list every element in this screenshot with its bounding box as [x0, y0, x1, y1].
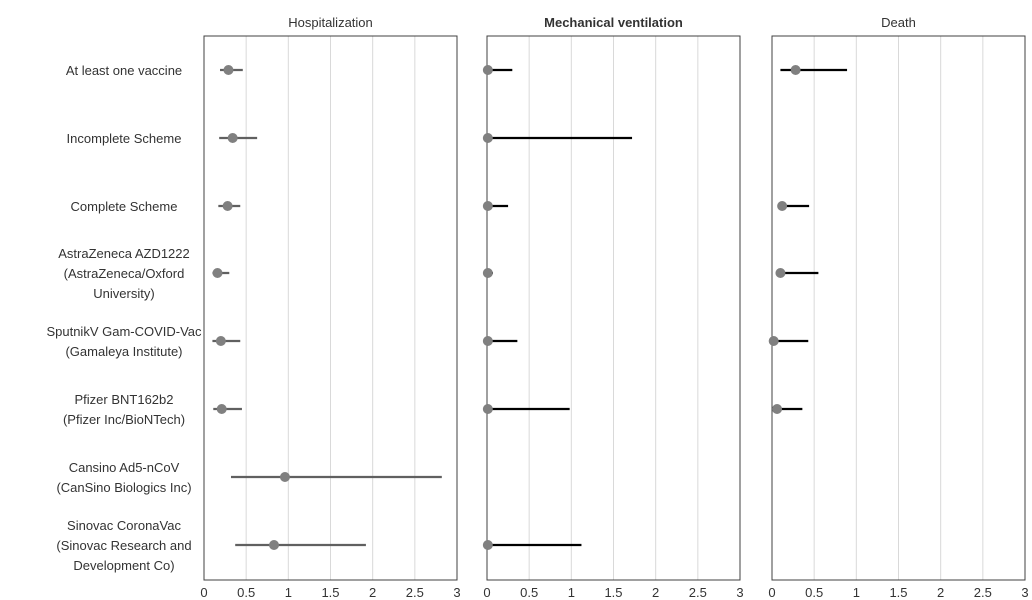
- panel-2: Death 0 0.5 1 1.5 2 2.5 3: [768, 15, 1028, 600]
- category-label: SputnikV Gam-COVID-Vac (Gamaleya Institut…: [46, 324, 202, 359]
- panel-title: Hospitalization: [288, 15, 373, 30]
- x-tick-label: 2: [652, 585, 659, 600]
- point-estimate-marker: [482, 404, 493, 414]
- point-estimate-marker: [777, 201, 788, 211]
- panel-frame: [203, 35, 458, 581]
- x-tick-label: 1: [853, 585, 860, 600]
- x-tick-label: 3: [736, 585, 743, 600]
- category-label: AstraZeneca AZD1222 (AstraZeneca/Oxford Un…: [58, 246, 190, 301]
- category-label-line: (Pfizer Inc/BioNTech): [63, 412, 185, 427]
- panel-frame: [771, 35, 1026, 581]
- x-tick-label: 1: [285, 585, 292, 600]
- category-label-line: Cansino Ad5-nCoV: [69, 460, 180, 475]
- category-label-line: Incomplete Scheme: [67, 131, 182, 146]
- category-label-line: Sinovac CoronaVac: [67, 518, 181, 533]
- category-label-line: Pfizer BNT162b2: [75, 392, 174, 407]
- point-estimate-marker: [790, 65, 801, 75]
- x-tick-label: 1.5: [321, 585, 339, 600]
- category-label-line: SputnikV Gam-COVID-Vac: [46, 324, 202, 339]
- panel-1: Mechanical ventilation 0 0.5 1 1.5 2 2.5 3: [482, 15, 744, 600]
- point-estimate-marker: [772, 404, 783, 414]
- category-label-line: (Sinovac Research and: [56, 538, 191, 553]
- x-tick-label: 3: [1021, 585, 1028, 600]
- category-label: At least one vaccine: [66, 63, 182, 78]
- panel-frame: [486, 35, 741, 581]
- x-tick-label: 1.5: [604, 585, 622, 600]
- point-estimate-marker: [482, 336, 493, 346]
- category-label: Sinovac CoronaVac (Sinovac Research and De…: [56, 518, 191, 573]
- category-label: Cansino Ad5-nCoV (CanSino Biologics Inc): [56, 460, 191, 495]
- point-estimate-marker: [227, 133, 238, 143]
- point-estimate-marker: [482, 201, 493, 211]
- category-label: Incomplete Scheme: [67, 131, 182, 146]
- point-estimate-marker: [482, 65, 493, 75]
- panel-title: Death: [881, 15, 916, 30]
- x-tick-label: 1: [568, 585, 575, 600]
- point-estimate-marker: [482, 133, 493, 143]
- category-label-line: (AstraZeneca/Oxford: [64, 266, 185, 281]
- category-label-line: Development Co): [73, 558, 174, 573]
- point-estimate-marker: [482, 540, 493, 550]
- x-tick-label: 2: [369, 585, 376, 600]
- x-tick-label: 2: [937, 585, 944, 600]
- category-label-line: (Gamaleya Institute): [65, 344, 182, 359]
- x-tick-label: 3: [453, 585, 460, 600]
- panel-0: Hospitalization 0 0.5 1 1.5 2 2.5 3: [200, 15, 460, 600]
- x-tick-label: 0.5: [520, 585, 538, 600]
- category-label: Complete Scheme: [71, 199, 178, 214]
- category-label-line: (CanSino Biologics Inc): [56, 480, 191, 495]
- panel-title: Mechanical ventilation: [544, 15, 683, 30]
- x-tick-label: 0: [768, 585, 775, 600]
- category-label-line: AstraZeneca AZD1222: [58, 246, 190, 261]
- point-estimate-marker: [279, 472, 290, 482]
- point-estimate-marker: [775, 268, 786, 278]
- x-tick-label: 2.5: [689, 585, 707, 600]
- category-label-line: At least one vaccine: [66, 63, 182, 78]
- x-tick-label: 0.5: [805, 585, 823, 600]
- point-estimate-marker: [268, 540, 279, 550]
- x-tick-label: 2.5: [406, 585, 424, 600]
- category-label-line: Complete Scheme: [71, 199, 178, 214]
- x-tick-label: 2.5: [974, 585, 992, 600]
- x-tick-label: 0: [200, 585, 207, 600]
- x-tick-label: 0.5: [237, 585, 255, 600]
- point-estimate-marker: [212, 268, 223, 278]
- category-label: Pfizer BNT162b2 (Pfizer Inc/BioNTech): [63, 392, 185, 427]
- point-estimate-marker: [768, 336, 779, 346]
- point-estimate-marker: [216, 404, 227, 414]
- point-estimate-marker: [223, 65, 234, 75]
- point-estimate-marker: [215, 336, 226, 346]
- x-tick-label: 0: [483, 585, 490, 600]
- category-label-line: University): [93, 286, 154, 301]
- x-tick-label: 1.5: [889, 585, 907, 600]
- category-labels: At least one vaccine Incomplete Scheme Com…: [46, 63, 202, 573]
- point-estimate-marker: [222, 201, 233, 211]
- point-estimate-marker: [482, 268, 493, 278]
